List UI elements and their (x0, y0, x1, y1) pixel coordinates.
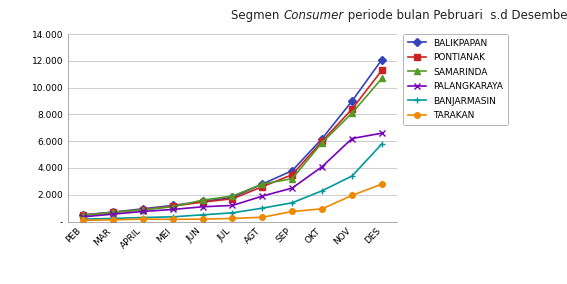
TARAKAN (289, 210, 295, 213)
PONTIANAK (79, 214, 86, 217)
BANJARMASIN (79, 218, 86, 221)
BANJARMASIN (289, 201, 295, 204)
BALIKPAPAN (349, 99, 356, 103)
SAMARINDA (229, 194, 236, 198)
PALANGKARAYA (170, 208, 176, 211)
BANJARMASIN (229, 211, 236, 214)
PONTIANAK (349, 107, 356, 111)
BANJARMASIN (319, 189, 325, 193)
PONTIANAK (319, 139, 325, 143)
Text: periode bulan Pebruari  s.d Desember 2015: periode bulan Pebruari s.d Desember 2015 (344, 9, 567, 22)
PALANGKARAYA (319, 165, 325, 168)
PONTIANAK (170, 204, 176, 208)
PONTIANAK (229, 197, 236, 201)
PALANGKARAYA (289, 186, 295, 190)
BANJARMASIN (170, 215, 176, 219)
PONTIANAK (199, 201, 206, 204)
BALIKPAPAN (79, 213, 86, 216)
BALIKPAPAN (379, 58, 386, 61)
SAMARINDA (199, 199, 206, 202)
BANJARMASIN (139, 216, 146, 219)
BALIKPAPAN (229, 196, 236, 199)
BALIKPAPAN (170, 204, 176, 207)
TARAKAN (319, 207, 325, 210)
TARAKAN (259, 216, 266, 219)
Text: Consumer: Consumer (284, 9, 344, 22)
PALANGKARAYA (79, 215, 86, 219)
BALIKPAPAN (319, 137, 325, 140)
Line: PONTIANAK: PONTIANAK (80, 68, 385, 218)
Line: BANJARMASIN: BANJARMASIN (80, 141, 385, 222)
TARAKAN (109, 218, 116, 222)
PALANGKARAYA (139, 210, 146, 213)
TARAKAN (379, 182, 386, 186)
SAMARINDA (349, 111, 356, 115)
PALANGKARAYA (109, 212, 116, 216)
PONTIANAK (139, 208, 146, 212)
BALIKPAPAN (199, 200, 206, 203)
TARAKAN (229, 217, 236, 220)
BANJARMASIN (199, 213, 206, 216)
Line: PALANGKARAYA: PALANGKARAYA (80, 130, 385, 220)
BANJARMASIN (349, 174, 356, 178)
TARAKAN (139, 218, 146, 221)
SAMARINDA (319, 141, 325, 144)
TARAKAN (79, 219, 86, 222)
PALANGKARAYA (259, 194, 266, 198)
BALIKPAPAN (139, 207, 146, 210)
BALIKPAPAN (289, 169, 295, 172)
Text: Segmen: Segmen (231, 9, 284, 22)
PALANGKARAYA (349, 137, 356, 140)
SAMARINDA (139, 208, 146, 212)
Legend: BALIKPAPAN, PONTIANAK, SAMARINDA, PALANGKARAYA, BANJARMASIN, TARAKAN: BALIKPAPAN, PONTIANAK, SAMARINDA, PALANG… (404, 34, 507, 125)
BALIKPAPAN (259, 182, 266, 186)
BANJARMASIN (109, 217, 116, 220)
SAMARINDA (109, 210, 116, 214)
SAMARINDA (289, 177, 295, 180)
BANJARMASIN (379, 142, 386, 146)
Line: BALIKPAPAN: BALIKPAPAN (80, 57, 385, 218)
Line: TARAKAN: TARAKAN (80, 181, 385, 223)
PALANGKARAYA (199, 205, 206, 208)
PONTIANAK (259, 185, 266, 188)
SAMARINDA (259, 182, 266, 186)
SAMARINDA (379, 77, 386, 80)
PONTIANAK (379, 68, 386, 72)
BALIKPAPAN (109, 210, 116, 214)
TARAKAN (349, 194, 356, 197)
Line: SAMARINDA: SAMARINDA (80, 76, 385, 218)
PALANGKARAYA (229, 204, 236, 207)
PONTIANAK (289, 173, 295, 176)
BANJARMASIN (259, 206, 266, 210)
SAMARINDA (79, 214, 86, 217)
PONTIANAK (109, 211, 116, 214)
TARAKAN (199, 218, 206, 221)
SAMARINDA (170, 205, 176, 208)
PALANGKARAYA (379, 131, 386, 135)
TARAKAN (170, 218, 176, 221)
